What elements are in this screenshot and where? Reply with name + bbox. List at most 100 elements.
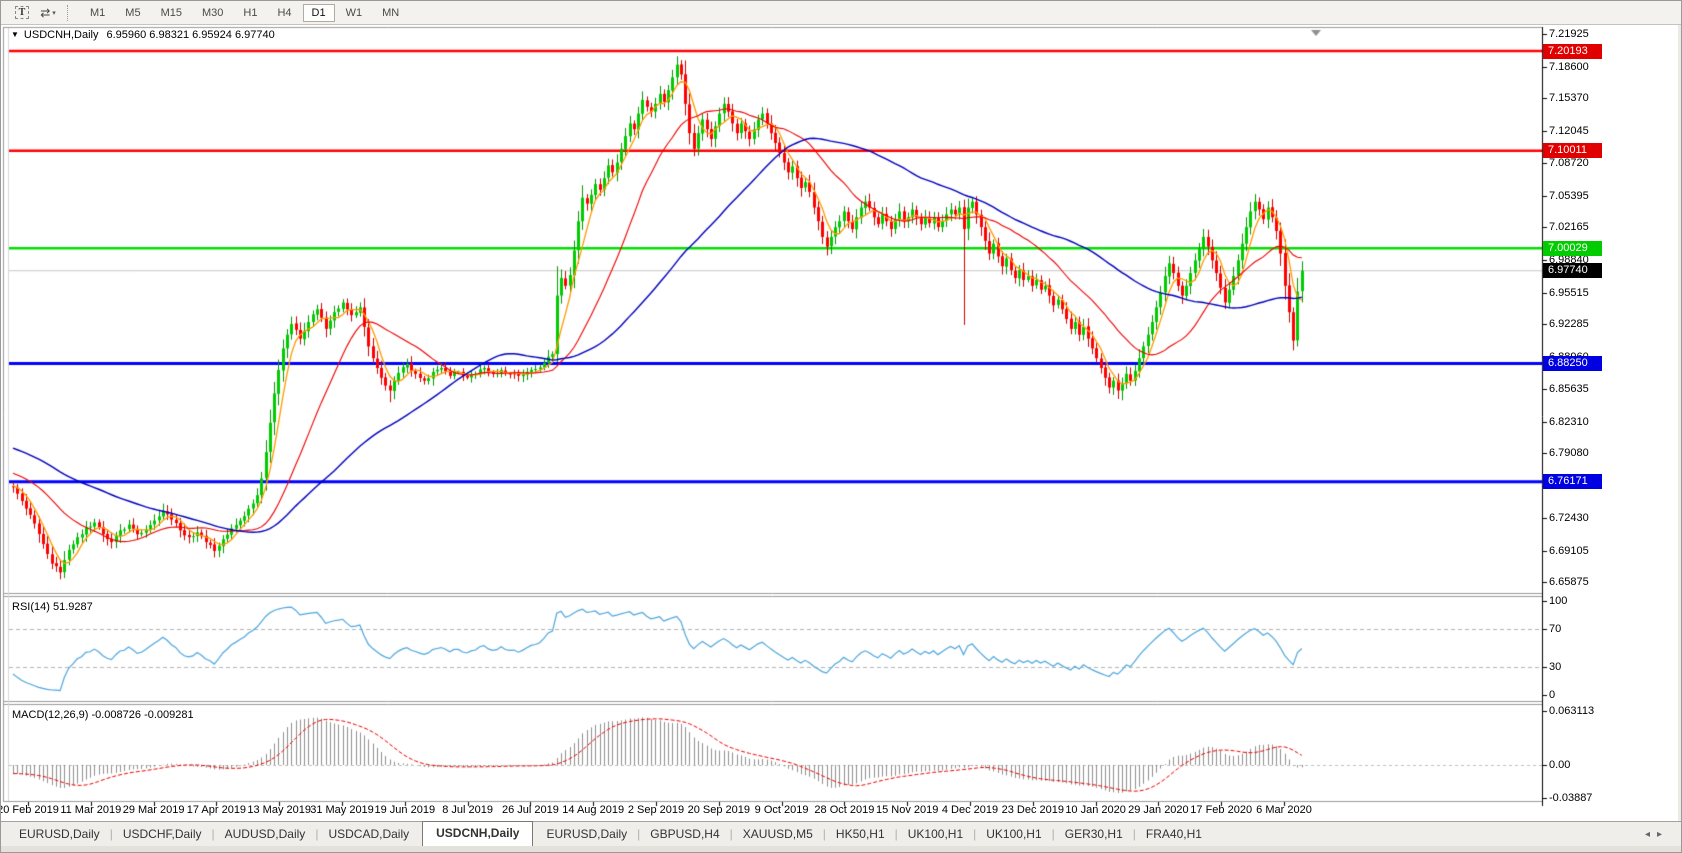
tab-separator: |: [109, 827, 113, 841]
price-tick-label: 6.82310: [1549, 415, 1589, 428]
date-axis-label: 8 Jul 2019: [442, 804, 493, 816]
tab-scroll-arrows: ◂▸: [1645, 829, 1669, 840]
rsi-tick-label: 30: [1549, 660, 1562, 673]
price-tick-label: 6.79080: [1549, 447, 1589, 460]
price-tick-label: 7.08720: [1549, 157, 1589, 170]
rsi-tick-label: 100: [1549, 595, 1568, 607]
timeframe-button-m15[interactable]: M15: [160, 6, 182, 19]
chart-tab-eurusd-daily[interactable]: EURUSD,Daily: [546, 827, 628, 841]
text-label-tool-button[interactable]: T: [9, 2, 35, 24]
date-axis-label: 9 Oct 2019: [754, 804, 809, 816]
price-tick-label: 7.12045: [1549, 124, 1589, 137]
price-level-badge: 7.20193: [1543, 43, 1602, 59]
chevron-down-icon: ▾: [52, 9, 56, 17]
date-axis-label: 20 Sep 2019: [687, 804, 750, 816]
price-tick-label: 7.18600: [1549, 60, 1589, 73]
rsi-tick-label: 70: [1549, 623, 1562, 636]
tab-separator: |: [822, 827, 826, 841]
date-axis-label: 15 Nov 2019: [875, 804, 939, 816]
chart-tab-uk100-h1[interactable]: UK100,H1: [907, 827, 964, 841]
date-axis-label: 31 May 2019: [310, 804, 374, 816]
date-axis-label: 4 Dec 2019: [941, 804, 999, 816]
macd-tick-label: 0.00: [1549, 759, 1571, 771]
chart-tab-usdcnh-daily[interactable]: USDCNH,Daily: [422, 821, 534, 846]
chart-tab-audusd-daily[interactable]: AUDUSD,Daily: [224, 827, 306, 841]
chart-tab-uk100-h1[interactable]: UK100,H1: [986, 827, 1042, 841]
timeframe-button-m1[interactable]: M1: [90, 6, 106, 19]
arrange-icon: ⇄: [40, 5, 51, 20]
price-tick-label: 6.69105: [1549, 544, 1589, 557]
timeframe-button-m30[interactable]: M30: [201, 6, 224, 19]
chart-tab-ger30-h1[interactable]: GER30,H1: [1064, 827, 1123, 841]
toolbar-grip: [67, 4, 72, 21]
chart-tab-eurusd-daily[interactable]: EURUSD,Daily: [19, 827, 100, 841]
macd-tick-label: 0.063113: [1549, 705, 1595, 718]
chart-tab-gbpusd-h4[interactable]: GBPUSD,H4: [650, 827, 720, 841]
timeframe-button-d1[interactable]: D1: [302, 3, 335, 22]
date-axis-label: 19 Jun 2019: [374, 804, 436, 816]
tab-separator: |: [973, 827, 977, 841]
rsi-tick-label: 0: [1549, 689, 1556, 701]
chart-tab-xauusd-m5[interactable]: XAUUSD,M5: [742, 827, 813, 841]
date-axis-label: 14 Aug 2019: [562, 804, 625, 816]
price-level-badge: 6.88250: [1543, 356, 1602, 372]
top-toolbar: T ⇄ ▾ M1 M5 M15 M30 H1 H4 D1 W1 MN: [1, 1, 1681, 25]
date-axis-label: 17 Apr 2019: [186, 804, 247, 816]
chart-title: ▼ USDCNH,Daily 6.95960 6.98321 6.95924 6.9…: [11, 29, 275, 41]
price-tick-label: 6.92285: [1549, 318, 1589, 331]
rsi-indicator-label: RSI(14) 51.9287: [12, 601, 93, 613]
price-tick-label: 7.02165: [1549, 221, 1589, 234]
price-tick-label: 7.05395: [1549, 189, 1589, 202]
tab-separator: |: [1132, 827, 1136, 841]
price-tick-label: 7.21925: [1549, 28, 1589, 41]
tab-separator: |: [315, 827, 319, 841]
date-axis-label: 2 Sep 2019: [627, 804, 685, 816]
date-axis-label: 20 Feb 2019: [0, 804, 59, 816]
timeframe-button-h1[interactable]: H1: [243, 6, 258, 19]
price-level-badge: 6.97740: [1543, 263, 1602, 279]
chart-tab-usdcad-daily[interactable]: USDCAD,Daily: [328, 827, 410, 841]
collapse-triangle-icon[interactable]: ▼: [11, 30, 19, 39]
tab-separator: |: [1051, 827, 1055, 841]
price-tick-label: 6.98840: [1549, 253, 1589, 266]
chart-tab-hk50-h1[interactable]: HK50,H1: [835, 827, 885, 841]
chart-canvas[interactable]: [1, 25, 1681, 821]
timeframe-button-group: M1 M5 M15 M30 H1 H4 D1 W1 MN: [80, 3, 409, 22]
chart-tab-fra40-h1[interactable]: FRA40,H1: [1145, 827, 1202, 841]
timeframe-button-m5[interactable]: M5: [125, 6, 141, 19]
date-axis-label: 6 Mar 2020: [1256, 804, 1312, 816]
macd-tick-label: -0.03887: [1549, 792, 1593, 805]
price-level-badge: 7.10011: [1543, 143, 1602, 159]
timeframe-button-mn[interactable]: MN: [382, 6, 400, 19]
date-axis-label: 29 Jan 2020: [1128, 804, 1189, 816]
timeframe-button-h4[interactable]: H4: [277, 6, 292, 19]
tab-separator: |: [637, 827, 641, 841]
bottom-strip: [1, 846, 1681, 852]
price-level-badge: 7.00029: [1543, 240, 1602, 256]
tab-separator: |: [729, 827, 733, 841]
tab-scroll-right-icon[interactable]: ▸: [1656, 829, 1669, 840]
tab-scroll-left-icon[interactable]: ◂: [1644, 829, 1657, 840]
window-right-edge: [1678, 25, 1681, 821]
macd-indicator-label: MACD(12,26,9) -0.008726 -0.009281: [12, 709, 194, 721]
date-axis-label: 28 Oct 2019: [814, 804, 875, 816]
date-axis-label: 17 Feb 2020: [1190, 804, 1253, 816]
chart-region: ▼ USDCNH,Daily 6.95960 6.98321 6.95924 6.9…: [0, 25, 1681, 821]
price-tick-label: 6.85635: [1549, 383, 1589, 396]
chart-tab-usdchf-daily[interactable]: USDCHF,Daily: [122, 827, 202, 841]
date-axis-label: 26 Jul 2019: [501, 804, 559, 816]
date-axis-label: 23 Dec 2019: [1001, 804, 1064, 816]
tab-separator: |: [211, 827, 215, 841]
price-tick-label: 6.95515: [1549, 286, 1589, 299]
date-axis-label: 29 Mar 2019: [122, 804, 185, 816]
chart-symbol-label: USDCNH,Daily: [23, 29, 99, 41]
price-tick-label: 6.65875: [1549, 576, 1589, 589]
price-tick-label: 6.72430: [1549, 512, 1589, 525]
price-tick-label: 7.15370: [1549, 92, 1589, 105]
timeframe-button-w1[interactable]: W1: [345, 6, 363, 19]
date-axis-label: 10 Jan 2020: [1065, 804, 1126, 816]
arrange-windows-button[interactable]: ⇄ ▾: [35, 2, 61, 24]
chart-tab-bar: EURUSD,Daily | USDCHF,Daily | AUDUSD,Daily | U…: [1, 821, 1681, 846]
text-label-icon: T: [14, 6, 30, 19]
